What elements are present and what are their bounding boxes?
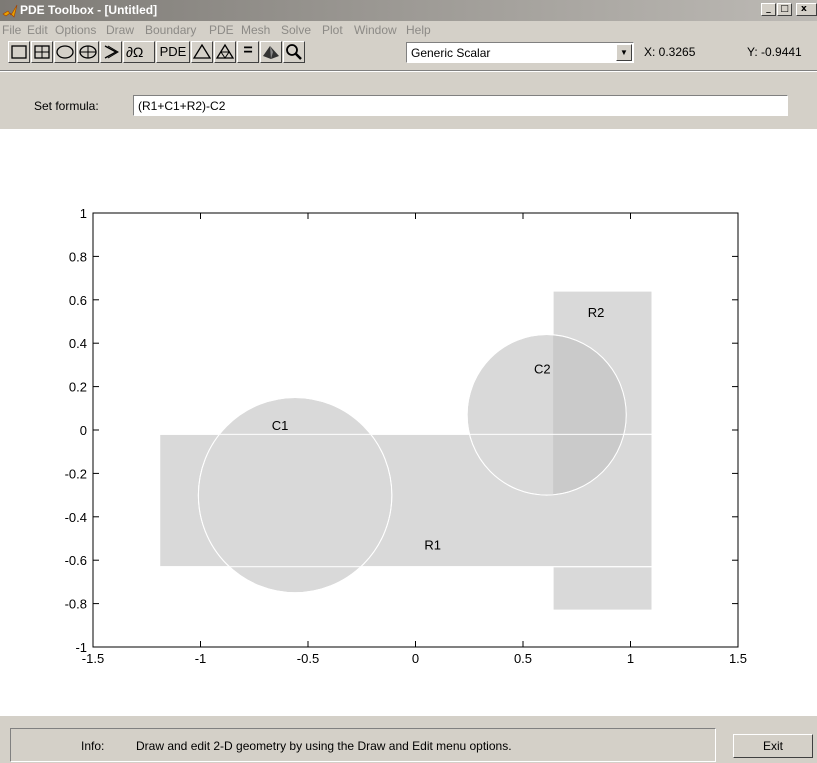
- toolbar: ∂Ω PDE = Generic Scalar ▼ X: 0.3265 Y: -…: [0, 20, 817, 71]
- x-tick-label: 0: [412, 651, 419, 666]
- info-panel: Info: Draw and edit 2-D geometry by usin…: [10, 728, 716, 762]
- refined-mesh-icon: [215, 43, 235, 59]
- centered-rectangle-icon: [34, 45, 50, 59]
- draw-ellipse-button[interactable]: [54, 41, 76, 63]
- ellipse-icon: [56, 45, 74, 59]
- rectangle-icon: [11, 45, 27, 59]
- menu-pde[interactable]: PDE: [209, 23, 234, 37]
- y-tick-label: -0.8: [65, 597, 87, 612]
- boundary-mode-button[interactable]: ∂Ω: [123, 41, 155, 63]
- equals-icon: =: [243, 42, 253, 59]
- application-mode-value: Generic Scalar: [411, 46, 491, 60]
- maximize-button[interactable]: □: [777, 3, 792, 16]
- y-tick-label: 0.2: [69, 380, 87, 395]
- y-tick-label: -0.4: [65, 510, 87, 525]
- surface-plot-icon: [263, 46, 279, 59]
- x-coordinate-readout: X: 0.3265: [644, 45, 696, 59]
- menu-draw[interactable]: Draw: [106, 23, 135, 37]
- menu-file[interactable]: File: [2, 23, 22, 37]
- label-c2: C2: [534, 362, 551, 377]
- window-title: PDE Toolbox - [Untitled]: [20, 3, 158, 17]
- info-label: Info:: [81, 739, 105, 753]
- draw-polygon-button[interactable]: [100, 41, 122, 63]
- menu-options[interactable]: Options: [55, 23, 97, 37]
- title-bar: PDE Toolbox - [Untitled] _ □ x: [0, 0, 817, 21]
- label-c1: C1: [272, 418, 289, 433]
- polygon-icon: [104, 45, 119, 59]
- menu-mesh[interactable]: Mesh: [241, 23, 271, 37]
- x-tick-label: 1: [627, 651, 634, 666]
- y-tick-label: -0.6: [65, 553, 87, 568]
- menu-plot[interactable]: Plot: [322, 23, 343, 37]
- shape-c1: [197, 396, 393, 594]
- y-coordinate-readout: Y: -0.9441: [747, 45, 802, 59]
- plot-solution-button[interactable]: [260, 41, 282, 63]
- shape-r1-edge: [159, 433, 653, 568]
- draw-rectangle-centered-button[interactable]: [31, 41, 53, 63]
- chevron-down-icon[interactable]: ▼: [616, 44, 632, 61]
- matlab-logo-icon: [2, 4, 18, 18]
- x-tick-label: 1.5: [729, 651, 747, 666]
- menu-bar: File Edit Options Draw Boundary PDE Mesh…: [0, 21, 817, 41]
- solve-pde-button[interactable]: =: [237, 41, 259, 63]
- x-tick-label: -1.5: [82, 651, 104, 666]
- plot-canvas[interactable]: -1.5 -1 -0.5 0 0.5 1 1.5 -1 -0.8 -0.6 -0.4 -0.2 0 0.2…: [0, 129, 817, 716]
- y-tick-label: 0: [80, 423, 87, 438]
- y-tick-label: 0.6: [69, 293, 87, 308]
- y-tick-label: -1: [75, 640, 87, 655]
- boundary-omega-icon: ∂Ω: [126, 44, 143, 60]
- draw-ellipse-centered-button[interactable]: [77, 41, 99, 63]
- menu-solve[interactable]: Solve: [281, 23, 312, 37]
- init-mesh-button[interactable]: [191, 41, 213, 63]
- y-tick-label: 0.4: [69, 336, 87, 351]
- status-bar: Info: Draw and edit 2-D geometry by usin…: [0, 722, 817, 763]
- geometry-plot[interactable]: -1.5 -1 -0.5 0 0.5 1 1.5-1-0.8-0.6-0.4-0.200.2…: [0, 129, 817, 716]
- label-r2: R2: [588, 305, 605, 320]
- y-tick-label: -0.2: [65, 466, 87, 481]
- menu-window[interactable]: Window: [354, 23, 397, 37]
- set-formula-label: Set formula:: [34, 99, 99, 113]
- x-tick-label: -0.5: [297, 651, 319, 666]
- triangle-mesh-icon: [192, 43, 212, 59]
- minimize-button[interactable]: _: [761, 3, 776, 16]
- close-button[interactable]: x: [796, 3, 817, 16]
- shape-c1-edge: [197, 396, 393, 594]
- set-formula-input[interactable]: [133, 95, 788, 116]
- y-tick-label: 0.8: [69, 249, 87, 264]
- info-text: Draw and edit 2-D geometry by using the …: [136, 739, 512, 753]
- zoom-button[interactable]: [283, 41, 305, 63]
- centered-ellipse-icon: [79, 45, 97, 59]
- y-tick-label: 1: [80, 206, 87, 221]
- menu-boundary[interactable]: Boundary: [145, 23, 197, 37]
- svg-text:∂Ω: ∂Ω: [126, 44, 143, 60]
- shape-c2-edge: [466, 334, 627, 496]
- x-tick-label: 0.5: [514, 651, 532, 666]
- draw-rectangle-button[interactable]: [8, 41, 30, 63]
- refine-mesh-button[interactable]: [214, 41, 236, 63]
- x-tick-label: -1: [195, 651, 207, 666]
- label-r1: R1: [424, 537, 441, 552]
- menu-help[interactable]: Help: [406, 23, 431, 37]
- exit-button[interactable]: Exit: [733, 734, 813, 758]
- magnifier-icon: [286, 44, 302, 60]
- application-mode-select[interactable]: Generic Scalar ▼: [406, 42, 634, 63]
- pde-spec-button[interactable]: PDE: [156, 41, 190, 63]
- menu-edit[interactable]: Edit: [27, 23, 48, 37]
